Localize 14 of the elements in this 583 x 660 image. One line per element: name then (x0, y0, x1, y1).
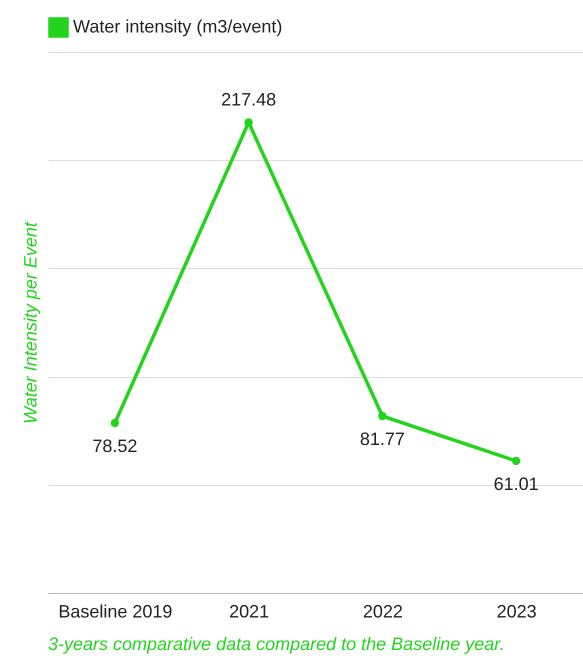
x-tick-label: 2021 (229, 602, 270, 622)
data-label: 61.01 (494, 474, 539, 494)
x-tick-label: 2022 (362, 602, 403, 622)
data-label: 78.52 (92, 436, 138, 456)
x-tick-label: Baseline 2019 (58, 602, 172, 622)
point (378, 412, 387, 420)
data-label: 217.48 (221, 89, 276, 110)
point (512, 456, 520, 466)
point (110, 418, 120, 428)
data-label: 81.77 (360, 429, 405, 450)
text: 3-years comparative data compared to the Baseline year. (48, 634, 505, 654)
x-tick-label: 2023 (496, 602, 537, 622)
legend-label: Water intensity (m3/event) (73, 16, 282, 36)
y-axis-title: Water Intensity per Event (20, 221, 40, 424)
